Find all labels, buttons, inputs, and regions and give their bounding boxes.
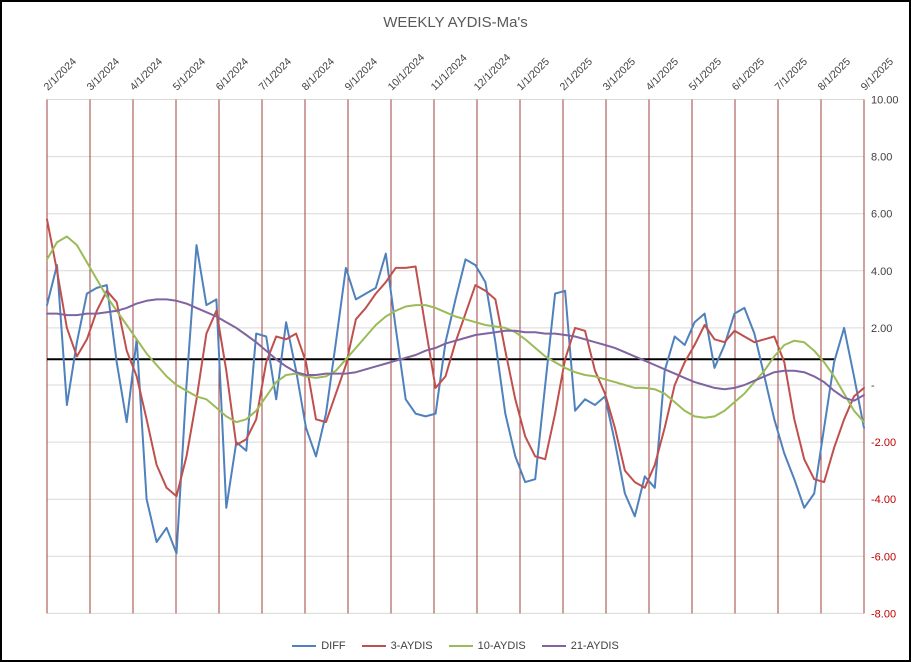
legend-item-10aydis[interactable]: 10-AYDIS	[448, 640, 526, 652]
21aydis-line-swatch	[541, 645, 566, 647]
y-tick-label: 6.00	[871, 209, 892, 221]
chart-title: WEEKLY AYDIS-Ma's	[383, 14, 528, 31]
x-tick-label: 10/1/2024	[386, 51, 428, 93]
y-tick-label: 8.00	[871, 152, 892, 164]
y-tick-label: 10.00	[871, 95, 899, 107]
x-tick-label: 9/1/2025	[859, 56, 896, 93]
legend-item-diff[interactable]: DIFF	[292, 640, 346, 652]
x-tick-label: 9/1/2024	[343, 56, 380, 93]
legend-label-diff: DIFF	[321, 640, 346, 652]
x-tick-label: 6/1/2024	[214, 56, 251, 93]
y-tick-label: 2.00	[871, 323, 892, 335]
x-tick-label: 8/1/2024	[300, 56, 337, 93]
legend-label-3aydis: 3-AYDIS	[390, 640, 433, 652]
series-line-21-aydis[interactable]	[46, 298, 865, 402]
legend-label-10aydis: 10-AYDIS	[477, 640, 526, 652]
legend: DIFF 3-AYDIS 10-AYDIS 21-AYDIS	[2, 640, 909, 652]
x-tick-label: 5/1/2025	[687, 56, 724, 93]
x-tick-label: 12/1/2024	[472, 51, 514, 93]
x-tick-label: 3/1/2025	[601, 56, 638, 93]
x-tick-label: 8/1/2025	[816, 56, 853, 93]
y-tick-label: -	[871, 380, 875, 392]
series-line-3-aydis[interactable]	[46, 218, 865, 498]
x-tick-label: 4/1/2025	[644, 56, 681, 93]
series-line-10-aydis[interactable]	[46, 235, 865, 424]
legend-item-21aydis[interactable]: 21-AYDIS	[541, 640, 619, 652]
x-tick-label: 4/1/2024	[128, 56, 165, 93]
x-tick-label: 7/1/2024	[257, 56, 294, 93]
series-line-diff[interactable]	[46, 244, 865, 555]
y-tick-label: -2.00	[871, 437, 896, 449]
y-tick-label: -4.00	[871, 494, 896, 506]
x-tick-label: 6/1/2025	[730, 56, 767, 93]
diff-line-swatch	[292, 645, 317, 647]
x-tick-label: 11/1/2024	[429, 52, 470, 93]
x-tick-label: 2/1/2025	[558, 56, 595, 93]
legend-item-3aydis[interactable]: 3-AYDIS	[361, 640, 433, 652]
y-tick-label: 4.00	[871, 266, 892, 278]
x-tick-label: 5/1/2024	[171, 56, 208, 93]
x-tick-label: 7/1/2025	[773, 56, 810, 93]
y-tick-label: -6.00	[871, 551, 896, 563]
legend-label-21aydis: 21-AYDIS	[570, 640, 619, 652]
3aydis-line-swatch	[361, 645, 386, 647]
x-tick-label: 1/1/2025	[515, 56, 552, 93]
x-tick-label: 2/1/2024	[42, 56, 79, 93]
10aydis-line-swatch	[448, 645, 473, 647]
x-tick-label: 3/1/2024	[85, 56, 122, 93]
y-tick-label: -8.00	[871, 608, 896, 620]
